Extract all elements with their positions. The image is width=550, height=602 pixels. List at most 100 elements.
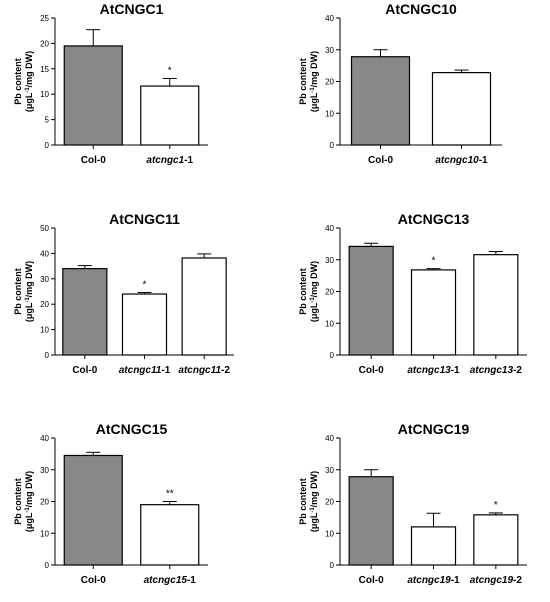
y-tick-label: 40 (325, 14, 334, 23)
y-tick-label: 15 (40, 65, 49, 74)
y-tick-label: 40 (325, 224, 334, 233)
y-tick-label: 20 (40, 39, 49, 48)
category-label-italic: atcngc19 (470, 575, 514, 586)
bar (140, 85, 200, 146)
y-axis-label-superscript: -1 (310, 297, 316, 303)
y-tick-label: 40 (40, 434, 49, 443)
y-tick-label: 0 (330, 561, 335, 570)
y-axis-label-superscript: -1 (310, 87, 316, 93)
category-label: Col-0 (368, 155, 393, 166)
y-axis-label: Pb content (298, 478, 308, 525)
category-label-plain: -1 (451, 365, 460, 376)
category-label-plain: Col-0 (81, 155, 106, 166)
significance-marker: * (143, 280, 147, 291)
y-tick-label: 0 (330, 141, 335, 150)
category-label: atcngc11-2 (178, 365, 230, 376)
category-label: atcngc10-1 (435, 155, 488, 166)
y-tick-label: 30 (325, 256, 334, 265)
bar (140, 504, 200, 566)
category-label: atcngc13-2 (470, 365, 523, 376)
y-tick-label: 20 (325, 78, 334, 87)
bar (181, 257, 227, 356)
y-tick-label: 10 (40, 529, 49, 538)
category-label-plain: -2 (221, 365, 230, 376)
panel-title: AtCNGC10 (385, 1, 457, 17)
category-label: atcngc15-1 (144, 575, 197, 586)
y-axis-label-units: (μgL-1/mg DW) (24, 261, 34, 322)
y-tick-label: 0 (45, 561, 50, 570)
y-axis-label-part: (μgL (24, 512, 34, 532)
bar (63, 454, 123, 566)
y-tick-label: 50 (40, 224, 49, 233)
y-axis-label-part: /mg DW) (24, 261, 34, 298)
category-label-plain: -1 (451, 575, 460, 586)
y-axis-label-part: (μgL (309, 92, 319, 112)
y-tick-label: 20 (325, 288, 334, 297)
category-label-plain: Col-0 (359, 365, 384, 376)
category-label-plain: -1 (479, 155, 488, 166)
category-label: atcngc11-1 (119, 365, 171, 376)
category-label-plain: -2 (513, 575, 522, 586)
y-tick-label: 10 (40, 326, 49, 335)
category-label-italic: atcngc13 (407, 365, 451, 376)
bar (410, 526, 457, 566)
category-label: Col-0 (359, 365, 384, 376)
category-label-plain: -2 (513, 365, 522, 376)
category-label-italic: atcngc19 (407, 575, 451, 586)
y-axis-label: Pb content (13, 478, 23, 525)
y-tick-label: 0 (45, 141, 50, 150)
y-axis-label-part: (μgL (24, 302, 34, 322)
category-label-plain: -1 (184, 155, 193, 166)
bar (410, 269, 457, 356)
y-axis-label-part: /mg DW) (24, 471, 34, 508)
y-axis-label-units: (μgL-1/mg DW) (309, 261, 319, 322)
category-label: atcngc19-1 (407, 575, 460, 586)
significance-marker: * (494, 500, 498, 511)
y-tick-label: 40 (40, 249, 49, 258)
category-label: Col-0 (81, 155, 106, 166)
y-axis-label: Pb content (298, 58, 308, 105)
category-label: Col-0 (359, 575, 384, 586)
y-tick-label: 30 (325, 466, 334, 475)
y-axis-label-units: (μgL-1/mg DW) (309, 471, 319, 532)
panel-title: AtCNGC19 (398, 421, 470, 437)
panel-title: AtCNGC13 (398, 211, 470, 227)
y-tick-label: 40 (325, 434, 334, 443)
bar (350, 56, 411, 146)
category-label: Col-0 (72, 365, 97, 376)
significance-marker: * (432, 256, 436, 267)
category-label: atcngc13-1 (407, 365, 460, 376)
category-label-italic: atcngc10 (435, 155, 479, 166)
y-axis-label-superscript: -1 (310, 507, 316, 513)
y-tick-label: 20 (40, 498, 49, 507)
y-tick-label: 10 (325, 529, 334, 538)
bar (63, 45, 123, 146)
panel-atcngc15: AtCNGC15 0 10 20 30 40 Pb content (μgL -1/mg DW)… (13, 421, 208, 586)
y-axis-label: Pb content (13, 268, 23, 315)
panel-title: AtCNGC11 (109, 211, 180, 227)
category-label-plain: -1 (161, 365, 170, 376)
bar (348, 476, 394, 566)
y-tick-label: 30 (40, 466, 49, 475)
y-axis-label-part: (μgL (309, 512, 319, 532)
category-label-italic: atcngc11 (178, 365, 221, 376)
category-label-plain: Col-0 (368, 155, 393, 166)
y-axis-label-part: (μgL (309, 302, 319, 322)
category-label-italic: atcngc15 (144, 575, 188, 586)
y-axis-label: Pb content (13, 58, 23, 105)
y-tick-label: 5 (45, 116, 50, 125)
bar (431, 72, 492, 146)
y-axis-label-part: /mg DW) (309, 471, 319, 508)
y-tick-label: 10 (325, 319, 334, 328)
category-label-plain: Col-0 (72, 365, 97, 376)
category-label-italic: atcngc1 (146, 155, 184, 166)
category-label-plain: -1 (187, 575, 196, 586)
bar (473, 254, 519, 356)
bar (62, 268, 108, 356)
panel-title: AtCNGC15 (96, 421, 168, 437)
y-axis-label-part: /mg DW) (309, 51, 319, 88)
